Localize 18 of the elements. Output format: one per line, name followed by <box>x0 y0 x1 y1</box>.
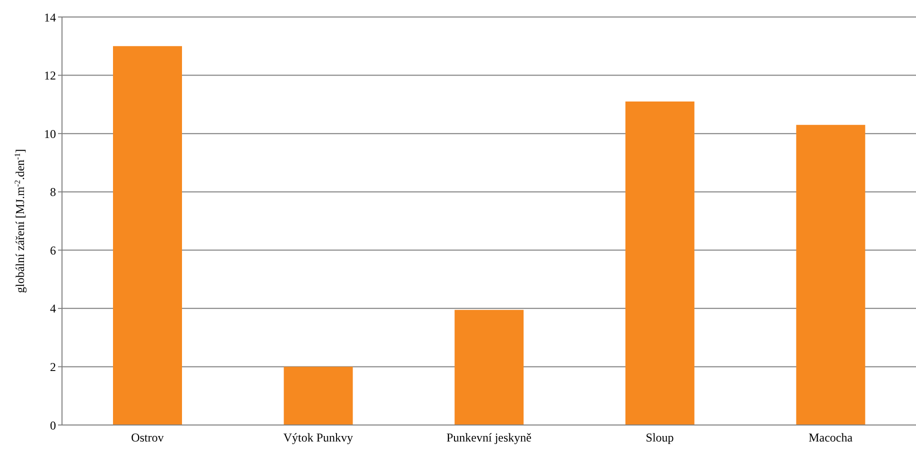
x-tick-label: Ostrov <box>131 430 164 445</box>
y-tick-label: 0 <box>50 418 56 432</box>
y-tick-label: 12 <box>44 68 56 83</box>
x-tick-label: Výtok Punkvy <box>283 430 354 445</box>
y-tick-label: 2 <box>50 360 56 374</box>
bar <box>454 310 524 425</box>
bar <box>284 366 353 425</box>
y-tick-label: 8 <box>50 185 56 200</box>
y-tick-label: 14 <box>44 10 56 24</box>
bar <box>113 46 182 425</box>
bar <box>796 124 866 425</box>
x-tick-label: Punkevní jeskyně <box>446 430 532 445</box>
x-tick-label: Sloup <box>646 430 674 445</box>
y-tick-label: 4 <box>50 302 56 316</box>
bar <box>625 102 694 425</box>
y-tick-label: 10 <box>44 126 56 141</box>
x-tick-label: Macocha <box>808 430 854 445</box>
y-tick-label: 6 <box>50 243 56 258</box>
